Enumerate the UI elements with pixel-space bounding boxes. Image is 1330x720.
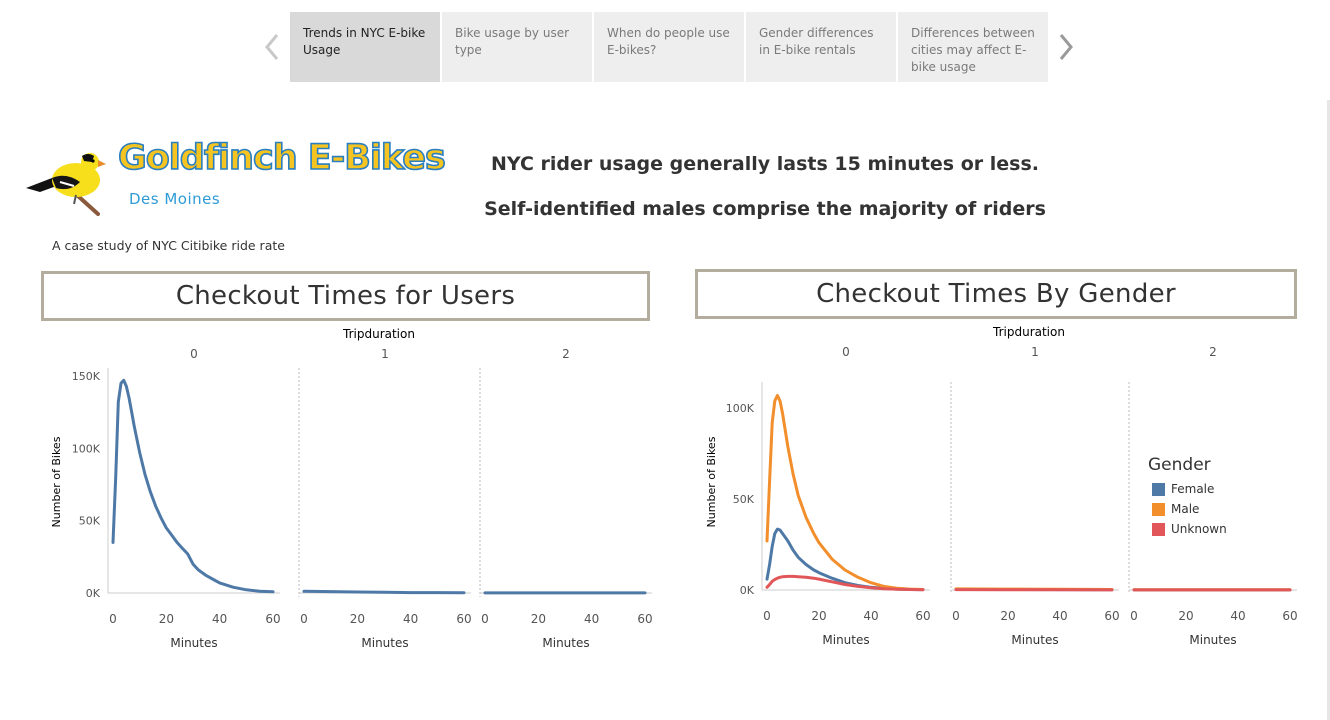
column-header: Tripduration [342,327,415,341]
series-line-riders-panel-0 [111,378,275,594]
x-tick-label: 20 [531,612,546,626]
series-line-male-panel-0 [765,394,925,591]
x-tick-label: 40 [403,612,418,626]
series-line-unknown-panel-0 [765,574,925,592]
x-tick-label: 0 [300,612,308,626]
legend-label: Female [1171,482,1215,496]
chart-title-gender: Checkout Times By Gender [695,269,1297,319]
brand-title: Goldfinch E-Bikes [117,137,446,179]
x-axis-label: Minutes [822,633,869,647]
y-axis-label: Number of Bikes [50,436,63,527]
panel-header: 0 [190,347,198,361]
headline-usage: NYC rider usage generally lasts 15 minut… [490,153,1039,175]
legend-swatch [1152,502,1165,516]
chevron-left-icon [265,34,279,60]
legend-item-male[interactable]: Male [1148,499,1227,519]
x-axis-label: Minutes [361,636,408,650]
legend-swatch [1152,482,1165,496]
story-tab-cities[interactable]: Differences between cities may affect E-… [898,12,1048,82]
gender-legend: Gender Female Male Unknown [1148,455,1227,539]
x-axis-label: Minutes [542,636,589,650]
panel-header: 1 [1031,345,1039,359]
x-tick-label: 20 [811,609,826,623]
y-axis-label: Number of Bikes [705,436,718,527]
legend-title: Gender [1148,455,1211,475]
goldfinch-bird-icon [26,153,106,216]
y-tick-label: 0K [740,584,755,597]
x-tick-label: 60 [915,609,930,623]
y-tick-label: 50K [79,515,101,528]
x-tick-label: 0 [763,609,771,623]
y-tick-label: 50K [733,493,755,506]
story-prev-button[interactable] [262,30,282,64]
x-axis-label: Minutes [1189,633,1236,647]
story-tab-when[interactable]: When do people use E-bikes? [594,12,744,82]
story-tab-trends[interactable]: Trends in NYC E-bike Usage [290,12,440,82]
y-tick-label: 100K [726,402,755,415]
panel-header: 1 [381,347,389,361]
x-tick-label: 0 [109,612,117,626]
panel-header: 2 [562,347,570,361]
legend-swatch [1152,522,1165,536]
series-line-female-panel-0 [765,527,925,592]
legend-label: Unknown [1171,522,1227,536]
x-tick-label: 0 [1130,609,1138,623]
story-tab-gender[interactable]: Gender differences in E-bike rentals [746,12,896,82]
x-tick-label: 60 [1104,609,1119,623]
series-line-riders-panel-1 [302,589,466,595]
column-header: Tripduration [992,325,1065,339]
y-tick-label: 0K [86,587,101,600]
case-study-caption: A case study of NYC Citibike ride rate [52,238,285,253]
brand-subtitle: Des Moines [129,190,221,208]
x-tick-label: 60 [456,612,471,626]
chevron-right-icon [1059,34,1073,60]
x-tick-label: 0 [481,612,489,626]
panel-header: 0 [842,345,850,359]
x-tick-label: 60 [637,612,652,626]
x-tick-label: 0 [952,609,960,623]
story-tab-user-type[interactable]: Bike usage by user type [442,12,592,82]
y-tick-label: 150K [72,370,101,383]
y-tick-label: 100K [72,442,101,455]
x-tick-label: 20 [350,612,365,626]
x-tick-label: 20 [159,612,174,626]
x-tick-label: 20 [1178,609,1193,623]
x-tick-label: 40 [1230,609,1245,623]
x-tick-label: 40 [863,609,878,623]
legend-item-unknown[interactable]: Unknown [1148,519,1227,539]
panel-header: 2 [1209,345,1217,359]
x-tick-label: 60 [1282,609,1297,623]
scrollbar-track[interactable] [1327,100,1330,720]
x-axis-label: Minutes [170,636,217,650]
legend-label: Male [1171,502,1200,516]
chart-title-users: Checkout Times for Users [41,271,650,321]
x-tick-label: 40 [212,612,227,626]
x-axis-label: Minutes [1011,633,1058,647]
x-tick-label: 40 [1052,609,1067,623]
x-tick-label: 40 [584,612,599,626]
chart-gender[interactable]: Tripduration Number of Bikes 00 20 40 60Min… [665,318,1315,660]
legend-item-female[interactable]: Female [1148,479,1227,499]
story-next-button[interactable] [1056,30,1076,64]
chart-users[interactable]: Tripduration Number of Bikes 00 20 40 60Min… [0,320,665,660]
x-tick-label: 20 [1000,609,1015,623]
x-tick-label: 60 [265,612,280,626]
headline-gender: Self-identified males comprise the major… [484,198,1046,220]
